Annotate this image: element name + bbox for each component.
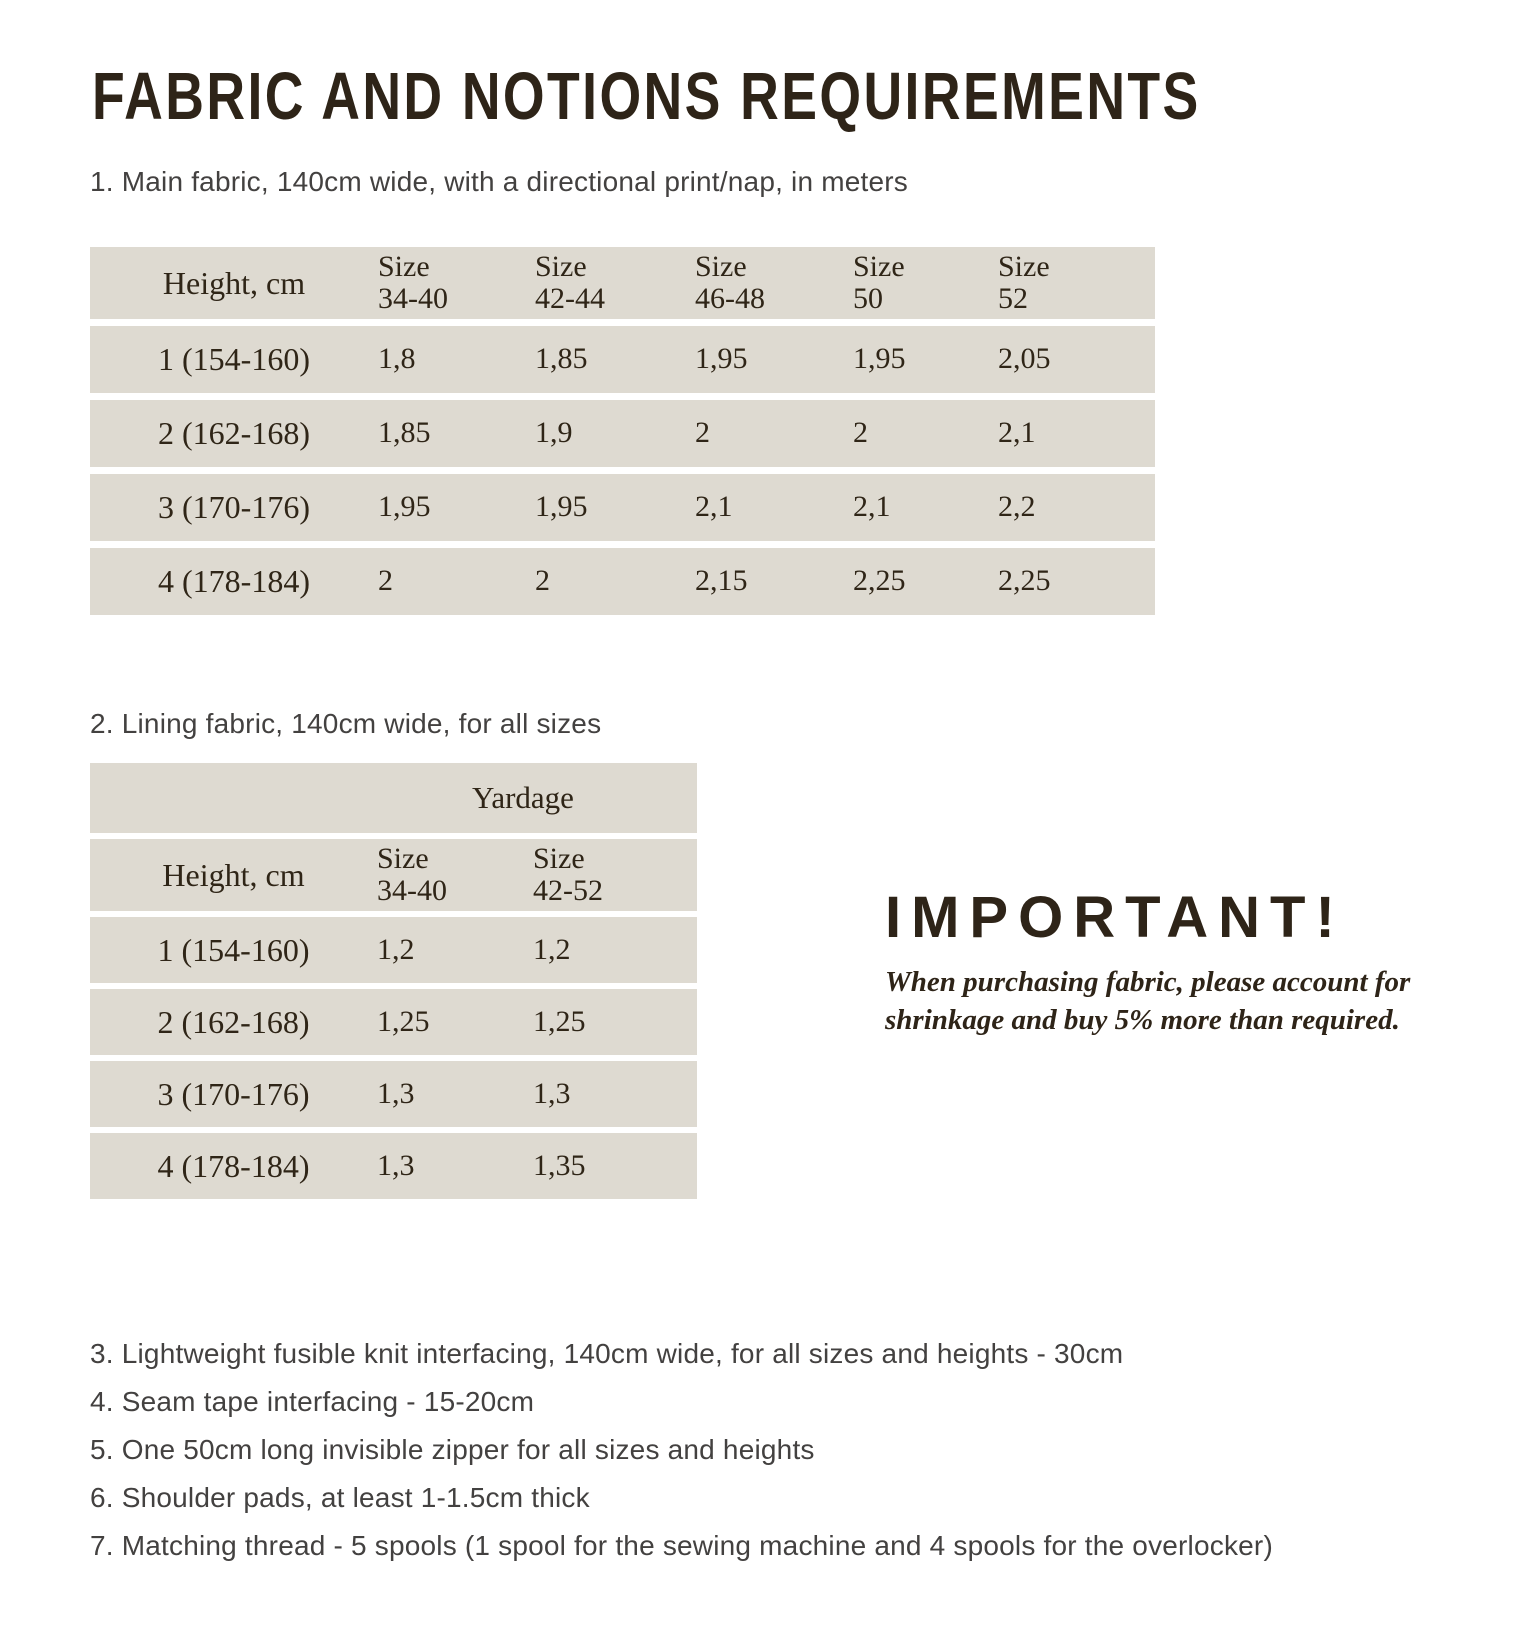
column-header-height: Height, cm [162, 264, 306, 301]
table-row: 2 (162-168) 1,25 1,25 [90, 989, 697, 1055]
table-row: 4 (178-184) 2 2 2,15 2,25 2,25 [90, 548, 1155, 615]
lining-fabric-label: 2. Lining fabric, 140cm wide, for all si… [90, 708, 602, 739]
table-row: 4 (178-184) 1,3 1,35 [90, 1133, 697, 1199]
notion-item: 4. Seam tape interfacing - 15-20cm [90, 1386, 535, 1417]
cell-value: 1,3 [377, 1148, 415, 1182]
row-height-label: 4 (178-184) [157, 1147, 310, 1184]
cell-value: 1,3 [533, 1076, 571, 1110]
cell-value: 1,95 [853, 342, 906, 376]
cell-value: 1,35 [533, 1148, 586, 1182]
cell-value: 1,25 [533, 1004, 586, 1038]
lining-table-header-row: Height, cm Size 34-40 Size 42-52 [90, 839, 697, 911]
cell-value: 2,25 [853, 564, 906, 598]
cell-value: 1,3 [377, 1076, 415, 1110]
cell-value: 1,85 [535, 342, 588, 376]
cell-value: 2,1 [998, 416, 1036, 450]
cell-value: 2 [378, 564, 393, 598]
column-header-size-46-48: Size 46-48 [695, 249, 765, 315]
cell-value: 2,1 [853, 490, 891, 524]
column-header-size-34-40: Size 34-40 [378, 249, 448, 315]
table-row: 1 (154-160) 1,8 1,85 1,95 1,95 2,05 [90, 326, 1155, 393]
notion-item: 5. One 50cm long invisible zipper for al… [90, 1434, 815, 1465]
main-table-header-row: Height, cm Size 34-40 Size 42-44 Size 46… [90, 247, 1155, 319]
cell-value: 1,2 [533, 932, 571, 966]
lining-fabric-table: Yardage Height, cm Size 34-40 Size 42-52… [90, 763, 697, 1199]
important-title: IMPORTANT! [885, 885, 1345, 950]
column-header-size-52: Size 52 [998, 249, 1050, 315]
row-height-label: 3 (170-176) [157, 1075, 310, 1112]
table-row: 1 (154-160) 1,2 1,2 [90, 917, 697, 983]
column-header-height: Height, cm [162, 856, 305, 893]
column-header-size-42-52: Size 42-52 [533, 841, 603, 907]
row-height-label: 1 (154-160) [158, 341, 310, 378]
table-row: 2 (162-168) 1,85 1,9 2 2 2,1 [90, 400, 1155, 467]
cell-value: 1,95 [535, 490, 588, 524]
notion-item: 6. Shoulder pads, at least 1-1.5cm thick [90, 1482, 590, 1513]
important-note: When purchasing fabric, please account f… [885, 966, 1411, 1037]
row-height-label: 1 (154-160) [157, 931, 310, 968]
row-height-label: 4 (178-184) [158, 563, 310, 600]
row-height-label: 2 (162-168) [158, 415, 310, 452]
notion-item: 3. Lightweight fusible knit interfacing,… [90, 1338, 1124, 1369]
cell-value: 2 [535, 564, 550, 598]
cell-value: 2,05 [998, 342, 1051, 376]
column-header-size-50: Size 50 [853, 249, 905, 315]
cell-value: 1,8 [378, 342, 416, 376]
cell-value: 1,2 [377, 932, 415, 966]
table-row: 3 (170-176) 1,3 1,3 [90, 1061, 697, 1127]
cell-value: 2,1 [695, 490, 733, 524]
cell-value: 1,25 [377, 1004, 430, 1038]
cell-value: 2 [853, 416, 868, 450]
cell-value: 2,25 [998, 564, 1051, 598]
column-header-size-34-40: Size 34-40 [377, 841, 447, 907]
cell-value: 1,95 [695, 342, 748, 376]
yardage-header-row: Yardage [90, 763, 697, 833]
important-callout: IMPORTANT! When purchasing fabric, pleas… [885, 884, 1445, 1040]
yardage-span-header: Yardage [472, 780, 574, 816]
cell-value: 1,85 [378, 416, 431, 450]
column-header-size-42-44: Size 42-44 [535, 249, 605, 315]
page-title: FABRIC AND NOTIONS REQUIREMENTS [92, 59, 1201, 134]
notions-list: 3. Lightweight fusible knit interfacing,… [90, 1340, 1273, 1580]
cell-value: 2,2 [998, 490, 1036, 524]
cell-value: 2,15 [695, 564, 748, 598]
cell-value: 1,9 [535, 416, 573, 450]
row-height-label: 3 (170-176) [158, 489, 310, 526]
cell-value: 1,95 [378, 490, 431, 524]
main-fabric-label: 1. Main fabric, 140cm wide, with a direc… [90, 166, 908, 197]
row-height-label: 2 (162-168) [157, 1003, 310, 1040]
cell-value: 2 [695, 416, 710, 450]
notion-item: 7. Matching thread - 5 spools (1 spool f… [90, 1530, 1273, 1561]
main-fabric-table: Height, cm Size 34-40 Size 42-44 Size 46… [90, 247, 1155, 615]
table-row: 3 (170-176) 1,95 1,95 2,1 2,1 2,2 [90, 474, 1155, 541]
